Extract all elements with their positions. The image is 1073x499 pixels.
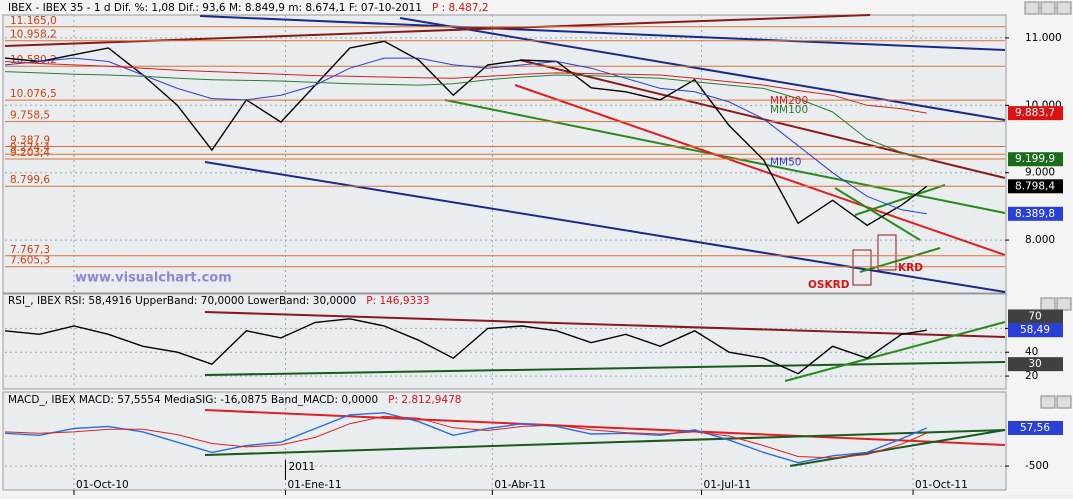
rsi-panel (2, 293, 1007, 390)
level-label: 8.799,6 (10, 174, 50, 186)
trend-line (204, 429, 1006, 456)
value-badge (1008, 179, 1063, 194)
panel-title: RSI_, IBEX RSI: 58,4916 UpperBand: 70,00… (8, 295, 356, 307)
y-tick-label: 11.000 (1025, 32, 1062, 44)
close-button[interactable] (1056, 297, 1072, 311)
y-tick-label: 40 (1025, 346, 1038, 358)
level-label: 9.758,5 (10, 110, 50, 122)
level-label: 10.076,5 (10, 88, 57, 100)
level-label: 7.605,3 (10, 255, 50, 267)
panel-header: MACD_, IBEX MACD: 57,5554 MediaSIG: -16,… (8, 394, 461, 406)
series-line (4, 57, 927, 215)
x-tick-label: 01-Jul-11 (704, 479, 752, 491)
value-badge-label: 9.199,9 (1015, 153, 1055, 165)
value-badge (1008, 420, 1063, 435)
x-tick-label: 01-Oct-11 (915, 479, 968, 491)
x-tick-label: 01-Oct-10 (76, 479, 129, 491)
x-tick-label: 01-Abr-11 (494, 479, 546, 491)
value-badge-label: 8.798,4 (1015, 180, 1055, 192)
x-tick-label: 01-Ene-11 (287, 479, 341, 491)
series-label: MM100 (770, 104, 808, 116)
value-badge (1008, 309, 1063, 324)
level-label: 10.958,2 (10, 29, 57, 41)
trend-line (199, 15, 1006, 51)
y-tick-label: 20 (1025, 370, 1038, 382)
pattern-box (877, 234, 897, 271)
close-button[interactable] (1056, 395, 1072, 409)
trend-lines (4, 14, 1006, 467)
trend-line (204, 409, 1006, 446)
trend-line (834, 187, 921, 241)
value-badge-label: 58,49 (1020, 324, 1050, 336)
trend-line (204, 311, 1006, 338)
value-badge-label: 9.883,7 (1015, 107, 1055, 119)
y-tick-label: 9.000 (1025, 167, 1055, 179)
level-label: 7.767,3 (10, 244, 50, 256)
panel-title: IBEX - IBEX 35 - 1 d Dif. %: 1,08 Dif.: … (8, 2, 422, 14)
trend-line (514, 84, 1006, 256)
trend-line (859, 247, 941, 273)
pattern-box (852, 249, 872, 286)
level-label: 9.387,9 (10, 135, 50, 147)
value-badge (1008, 152, 1063, 167)
series-line (4, 61, 927, 114)
maximize-button[interactable] (1040, 297, 1056, 311)
level-label: 9.274,4 (10, 142, 50, 154)
annotation: www.visualchart.com (75, 271, 232, 286)
value-badge (1008, 357, 1063, 372)
grid (5, 15, 1005, 490)
maximize-button[interactable] (1040, 1, 1056, 15)
value-badge-label: 8.389,8 (1015, 208, 1055, 220)
series-line (4, 71, 927, 160)
trend-line (204, 361, 1006, 376)
panel-p-label: P: 146,9333 (366, 295, 429, 307)
panel-p-label: P : 8.487,2 (432, 2, 489, 14)
annotation: KRD (898, 262, 923, 274)
series-label: MM50 (770, 157, 801, 169)
value-badge (1008, 323, 1063, 338)
macd-panel (2, 391, 1007, 491)
value-badge-label: 57,56 (1020, 422, 1050, 434)
year-marker-label: 2011 (288, 461, 315, 473)
close-button[interactable] (1056, 1, 1072, 15)
trend-line (399, 17, 1006, 121)
trend-line (204, 161, 1006, 293)
value-badge (1008, 206, 1063, 221)
trend-line (854, 184, 946, 216)
value-badge-label: 30 (1028, 358, 1041, 370)
panel-p-label: P: 2.812,9478 (388, 394, 461, 406)
trend-line (784, 321, 1006, 382)
series-label: MM200 (770, 95, 808, 107)
maximize-button[interactable] (1040, 395, 1056, 409)
trend-line (789, 429, 1006, 467)
level-label: 9.203,4 (10, 147, 50, 159)
trend-line (444, 99, 1006, 214)
level-label: 11.165,0 (10, 15, 57, 27)
minimize-button[interactable] (1024, 1, 1040, 15)
panel-header: IBEX - IBEX 35 - 1 d Dif. %: 1,08 Dif.: … (8, 2, 489, 14)
panel-title: MACD_, IBEX MACD: 57,5554 MediaSIG: -16,… (8, 394, 378, 406)
series-line (4, 318, 927, 375)
window-buttons (1024, 1, 1072, 409)
annotation: OSKRD (808, 279, 850, 291)
series-line (4, 412, 928, 464)
panel-header: RSI_, IBEX RSI: 58,4916 UpperBand: 70,00… (8, 295, 430, 307)
series-line (4, 40, 928, 227)
y-tick-label: -500 (1025, 460, 1049, 472)
series-line (4, 415, 928, 459)
value-badge-label: 70 (1028, 310, 1041, 322)
value-badge (1008, 106, 1063, 121)
y-tick-label: 8.000 (1025, 234, 1055, 246)
